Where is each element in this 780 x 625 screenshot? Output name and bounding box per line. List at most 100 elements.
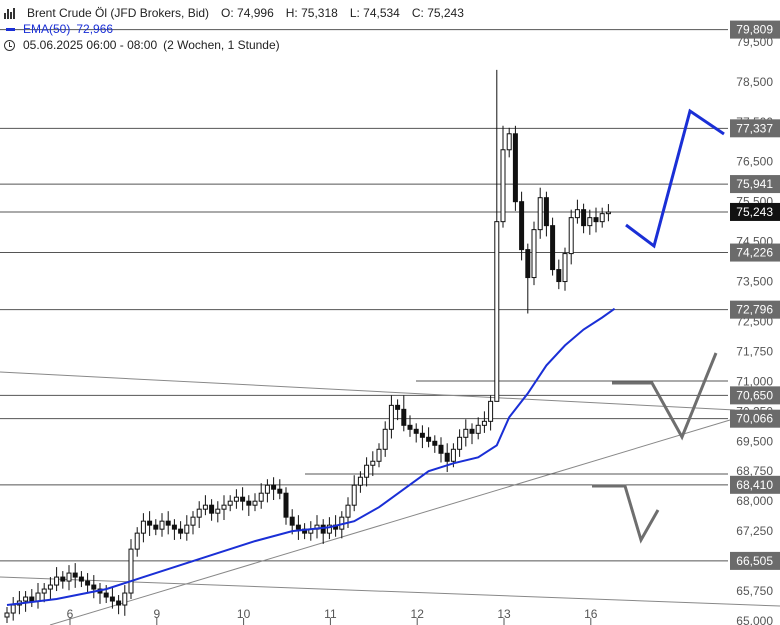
price-badge: [730, 409, 780, 428]
legend-close: C: 75,243: [411, 6, 464, 20]
candle-body: [512, 133, 518, 203]
projection-gray-path-upper[interactable]: [612, 352, 718, 441]
candle-body: [147, 520, 153, 526]
candle-body: [252, 500, 258, 506]
candle-body: [10, 604, 16, 614]
candle-body: [475, 424, 481, 434]
trendline-rising[interactable]: [49, 416, 741, 625]
chart-legend: Brent Crude Öl (JFD Brokers, Bid) O: 74,…: [4, 5, 470, 53]
candle-body: [320, 524, 326, 534]
candle-body: [494, 221, 500, 402]
candle-body: [543, 197, 549, 227]
price-badge: [730, 243, 780, 262]
candlestick-icon: [4, 7, 15, 19]
candle-body: [351, 484, 357, 506]
candle-body: [54, 576, 60, 586]
candle-body: [140, 520, 146, 534]
candle-body: [506, 133, 512, 151]
candle-body: [488, 400, 494, 422]
price-badge-label: 66,505: [736, 554, 773, 568]
candle-body: [283, 492, 289, 518]
x-axis-tick-label: 10: [237, 607, 251, 621]
candle-body: [47, 584, 53, 590]
ema-swatch-icon: [6, 27, 15, 31]
candle-body: [233, 496, 239, 502]
candle-body: [357, 476, 363, 486]
candle-body: [91, 584, 97, 590]
candle-body: [500, 149, 506, 223]
candle-body: [196, 508, 202, 518]
candle-body: [29, 596, 35, 602]
candle-body: [556, 269, 562, 283]
candle-body: [581, 209, 587, 227]
candle-body: [568, 217, 574, 255]
candle-body: [388, 404, 394, 430]
projection-gray-path-lower[interactable]: [592, 484, 660, 544]
x-axis-tick-label: 12: [411, 607, 425, 621]
candle-body: [605, 211, 611, 215]
price-badge: [730, 202, 780, 221]
candle-body: [587, 217, 593, 227]
candle-body: [85, 580, 91, 586]
x-axis-tick-label: 11: [324, 607, 337, 621]
candle-body: [481, 420, 487, 426]
legend-ohlc-row: Brent Crude Öl (JFD Brokers, Bid) O: 74,…: [4, 5, 470, 21]
candle-body: [426, 436, 432, 442]
candle-body: [401, 408, 407, 426]
candle-body: [345, 504, 351, 518]
legend-low: L: 74,534: [349, 6, 400, 20]
candle-body: [227, 500, 233, 506]
legend-ema-value: 72,966: [76, 22, 114, 36]
x-axis-tick-label: 6: [67, 607, 74, 621]
price-badge-label: 79,809: [736, 23, 773, 37]
price-badge: [730, 300, 780, 319]
candle-body: [469, 428, 475, 434]
y-axis-tick-label: 69,500: [736, 434, 773, 448]
candle-body: [103, 592, 109, 598]
projection-blue-path[interactable]: [625, 108, 725, 249]
price-badge-label: 77,337: [736, 121, 773, 135]
candle-body: [382, 428, 388, 450]
x-axis-tick-label: 9: [153, 607, 160, 621]
trendline-upper[interactable]: [0, 371, 736, 411]
candle-body: [153, 524, 159, 530]
candle-body: [41, 588, 47, 594]
price-badge: [730, 20, 780, 39]
candle-body: [165, 520, 171, 526]
legend-ema-label: EMA(50): [23, 22, 71, 36]
candle-body: [599, 213, 605, 223]
price-badge: [730, 175, 780, 194]
legend-period-row: 05.06.2025 06:00 - 08:00 (2 Wochen, 1 St…: [4, 37, 470, 53]
y-axis-tick-label: 68,750: [736, 464, 773, 478]
candle-body: [78, 576, 84, 582]
y-axis-tick-label: 76,500: [736, 155, 773, 169]
candle-body: [202, 504, 208, 510]
price-badge-label: 75,243: [736, 205, 773, 219]
candle-body: [370, 460, 376, 466]
price-badge-label: 68,410: [736, 478, 773, 492]
ema-50-line: [6, 307, 616, 606]
candle-body: [463, 428, 469, 438]
candle-body: [562, 253, 568, 283]
candle-body: [295, 524, 301, 530]
candle-body: [60, 576, 66, 582]
candle-body: [171, 524, 177, 530]
candle-body: [550, 225, 556, 271]
candle-body: [457, 436, 463, 450]
candle-body: [116, 600, 122, 606]
candle-body: [35, 592, 41, 602]
candle-body: [444, 452, 450, 462]
candle-body: [72, 572, 78, 578]
candle-body: [289, 516, 295, 526]
price-badge: [730, 551, 780, 570]
price-badge: [730, 119, 780, 138]
candle-body: [593, 217, 599, 223]
candle-body: [364, 464, 370, 478]
y-axis-tick-label: 78,500: [736, 75, 773, 89]
clock-icon: [4, 39, 15, 51]
y-axis-tick-label: 65,750: [736, 584, 773, 598]
candle-body: [246, 500, 252, 506]
y-axis-tick-label: 67,250: [736, 524, 773, 538]
legend-open: O: 74,996: [221, 6, 274, 20]
